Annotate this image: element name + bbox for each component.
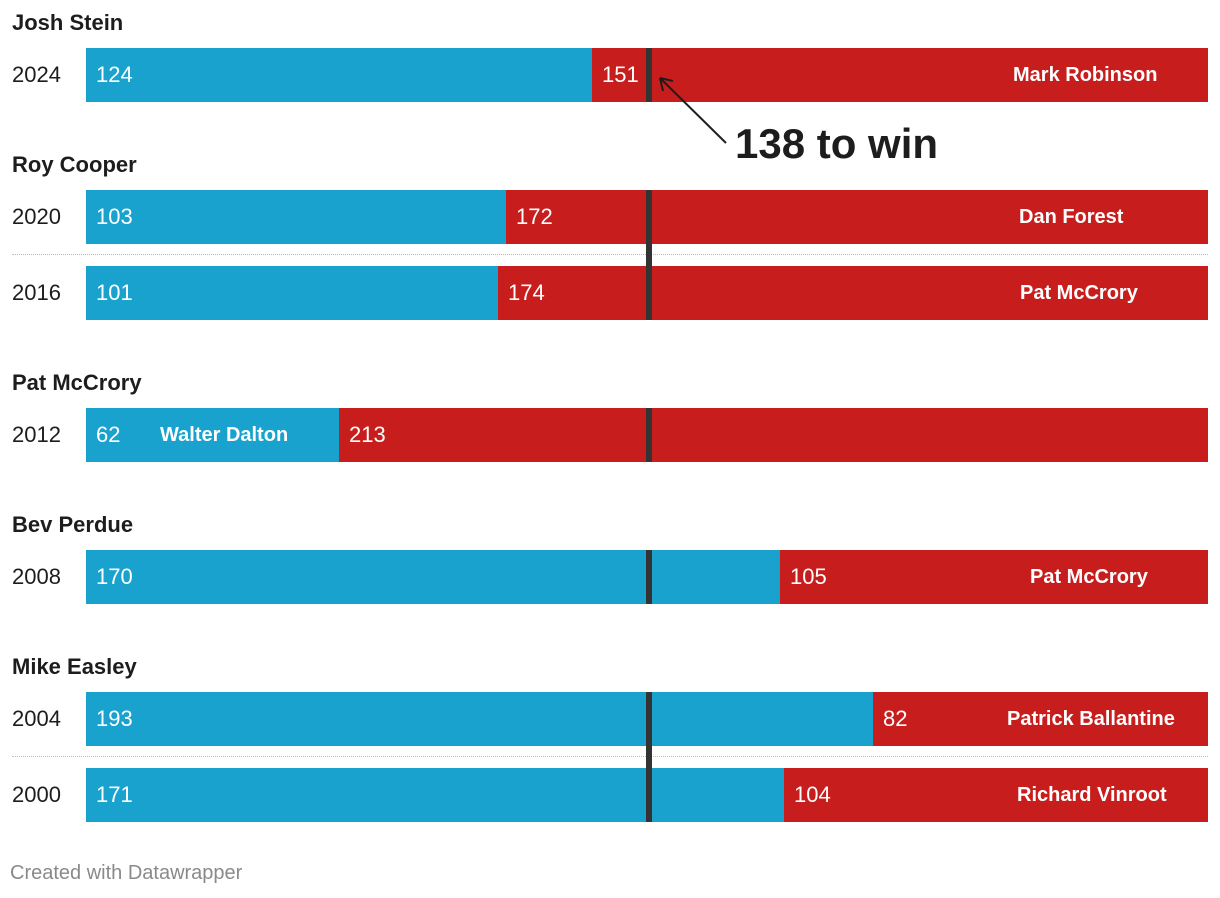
year-label: 2000 [12,782,61,807]
year-label: 2016 [12,280,61,305]
footer-credit: Created with Datawrapper [10,862,243,884]
bar-segment-dem [86,692,873,746]
opponent-name-label: Patrick Ballantine [1007,708,1175,730]
group-winner-title: Roy Cooper [12,152,137,177]
rep-value-label: 104 [794,782,831,807]
stacked-bar: 171 104 [86,768,1208,822]
dem-value-label: 193 [96,706,133,731]
opponent-name-label: Dan Forest [1019,206,1124,228]
group-winner-title: Pat McCrory [12,370,142,395]
stacked-bar: 103 172 [86,190,1208,244]
opponent-name-label: Mark Robinson [1013,64,1158,86]
bar-segment-rep [780,550,1208,604]
group-winner-title: Mike Easley [12,654,137,679]
threshold-line [646,408,652,462]
dem-candidate-label: Walter Dalton [160,424,289,446]
group-winner-title: Bev Perdue [12,512,134,537]
dem-value-label: 103 [96,204,133,229]
rep-value-label: 172 [516,204,553,229]
rep-value-label: 151 [602,62,639,87]
stacked-bar: 193 82 [86,692,1208,746]
stacked-bar: 62 213 [86,408,1208,462]
stacked-bar: 124 151 [86,48,1208,102]
bar-segment-dem [86,266,498,320]
bar-segment-dem [86,190,506,244]
year-label: 2024 [12,62,61,87]
opponent-name-label: Richard Vinroot [1017,784,1167,806]
bar-segment-rep [339,408,1208,462]
bar-segment-dem [86,550,780,604]
bar-segment-rep [873,692,1208,746]
bar-segment-dem [86,408,339,462]
rep-value-label: 213 [349,422,386,447]
row-separator [12,254,1208,255]
rep-value-label: 174 [508,280,545,305]
threshold-line [646,48,652,102]
year-label: 2008 [12,564,61,589]
row-separator [12,756,1208,757]
bar-segment-rep [506,190,1208,244]
bar-segment-rep [498,266,1208,320]
bar-segment-dem [86,768,784,822]
year-label: 2020 [12,204,61,229]
rep-value-label: 82 [883,706,908,731]
dem-value-label: 171 [96,782,133,807]
stacked-bar: 101 174 [86,266,1208,320]
rep-value-label: 105 [790,564,827,589]
opponent-name-label: Pat McCrory [1020,282,1138,304]
threshold-line [646,190,652,320]
bar-segment-dem [86,48,592,102]
year-label: 2004 [12,706,61,731]
bar-segment-rep [784,768,1208,822]
dem-value-label: 124 [96,62,133,87]
opponent-name-label: Pat McCrory [1030,566,1148,588]
year-label: 2012 [12,422,61,447]
stacked-bar: 170 105 [86,550,1208,604]
threshold-annotation: 138 to win [735,120,939,167]
dem-value-label: 62 [96,422,121,447]
threshold-line [646,692,652,822]
dem-value-label: 101 [96,280,133,305]
threshold-line [646,550,652,604]
dem-value-label: 170 [96,564,133,589]
group-winner-title: Josh Stein [12,10,124,35]
